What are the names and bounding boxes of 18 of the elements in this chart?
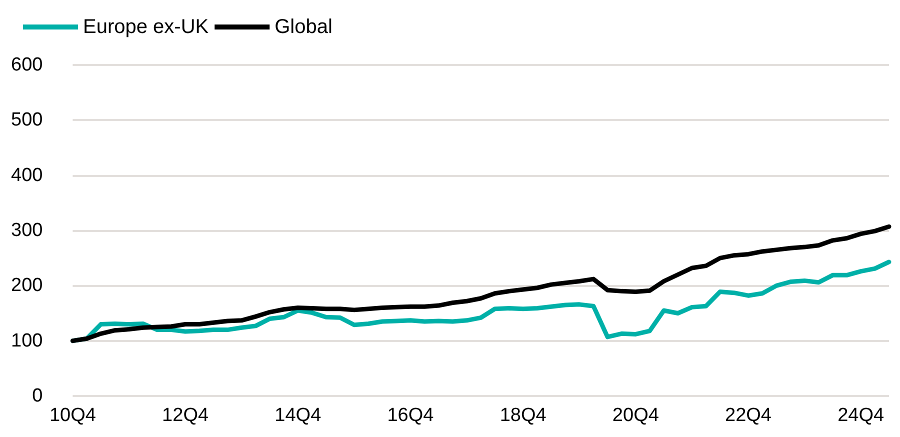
- x-tick-label: 20Q4: [612, 405, 660, 426]
- x-tick-label: 22Q4: [725, 405, 772, 426]
- x-tick-label: 16Q4: [387, 405, 434, 426]
- y-tick-label: 400: [11, 164, 43, 186]
- x-tick-label: 24Q4: [838, 405, 885, 426]
- x-tick-label: 14Q4: [274, 405, 322, 426]
- y-tick-label: 500: [11, 110, 43, 131]
- x-tick-label: 10Q4: [49, 405, 96, 426]
- y-tick-label: 200: [11, 275, 43, 296]
- x-tick-label: 18Q4: [500, 405, 547, 426]
- x-tick-label: 12Q4: [162, 405, 209, 426]
- legend-label: Europe ex-UK: [83, 16, 210, 38]
- y-tick-label: 600: [11, 54, 43, 76]
- y-tick-label: 300: [11, 220, 43, 241]
- line-series: [70, 224, 892, 344]
- legend-label: Global: [274, 16, 332, 38]
- y-tick-label: 100: [11, 330, 43, 352]
- y-tick-label: 0: [32, 386, 43, 406]
